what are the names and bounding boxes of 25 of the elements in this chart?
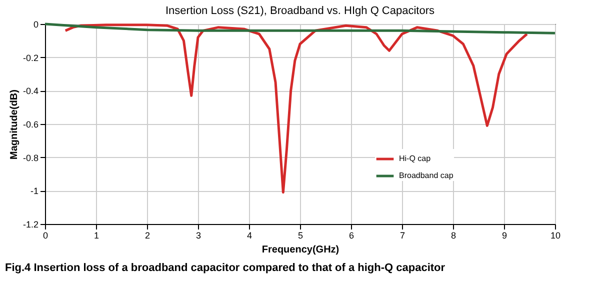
x-tick-label: 5: [298, 230, 304, 240]
x-axis-title: Frequency(GHz): [262, 244, 340, 256]
chart-title: Insertion Loss (S21), Broadband vs. HIgh Q Capacitors: [165, 5, 436, 17]
x-tick-label: 6: [348, 230, 354, 240]
y-tick-label: -0.8: [22, 152, 38, 163]
caption: Fig.4 Insertion loss of a broadband capacitor compared to that of a high-Q capacitor: [5, 262, 446, 274]
y-tick-label: -0.2: [22, 52, 38, 63]
x-tick-label: 8: [450, 230, 456, 240]
y-tick-label: -0.6: [22, 120, 38, 130]
x-tick-label: 10: [550, 230, 561, 240]
x-tick-label: 3: [196, 230, 202, 240]
x-tick-label: 4: [246, 230, 252, 240]
y-tick-label: 0: [33, 20, 38, 30]
x-tick-label: 0: [42, 230, 48, 240]
x-tick-label: 9: [502, 230, 508, 240]
legend-label: Hi-Q cap: [399, 154, 432, 163]
x-tick-label: 2: [144, 230, 150, 240]
legend-label: Broadband cap: [399, 171, 454, 180]
y-tick-label: -1.2: [22, 220, 38, 230]
y-tick-label: -0.4: [22, 86, 38, 96]
x-tick-label: 1: [94, 230, 100, 240]
line-series: [64, 24, 528, 194]
x-tick-label: 7: [400, 230, 406, 240]
y-axis-title: Magnitude(dB): [8, 90, 20, 160]
y-tick-label: -1: [30, 186, 38, 196]
